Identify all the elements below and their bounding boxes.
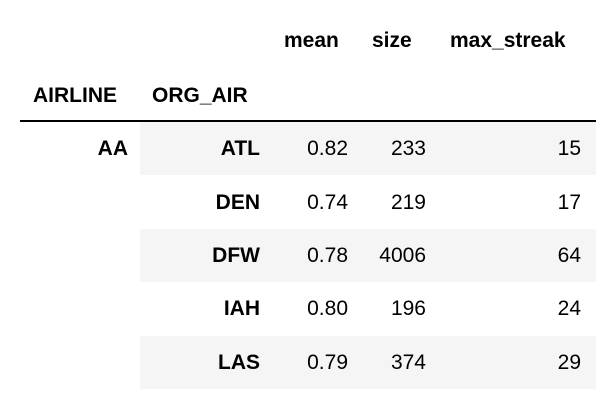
cell-max-streak: 29 (557, 351, 581, 374)
column-header-mean: mean (284, 29, 339, 52)
cell-max-streak: 15 (557, 137, 581, 160)
cell-size: 196 (390, 297, 426, 320)
cell-size: 4006 (379, 244, 426, 267)
cell-mean: 0.78 (307, 244, 348, 267)
cell-max-streak: 64 (557, 244, 581, 267)
cell-max-streak: 17 (557, 191, 581, 214)
column-header-max-streak: max_streak (450, 29, 566, 52)
table-row: DFW 0.78 4006 64 (140, 229, 596, 282)
index-name-org-air: ORG_AIR (152, 84, 248, 107)
header-divider (20, 120, 596, 122)
row-index-org-air: ATL (220, 137, 260, 160)
cell-mean: 0.74 (307, 191, 348, 214)
row-index-org-air: IAH (223, 297, 260, 320)
cell-size: 219 (390, 191, 426, 214)
cell-mean: 0.79 (307, 351, 348, 374)
row-index-org-air: LAS (218, 351, 260, 374)
cell-size: 374 (390, 351, 426, 374)
column-header-size: size (372, 29, 412, 52)
table-row: ATL 0.82 233 15 (140, 122, 596, 175)
table-row: IAH 0.80 196 24 (140, 282, 596, 335)
cell-max-streak: 24 (557, 297, 581, 320)
row-index-org-air: DFW (212, 244, 260, 267)
table-row: LAS 0.79 374 29 (140, 336, 596, 389)
table-row: DEN 0.74 219 17 (140, 176, 596, 229)
cell-size: 233 (390, 137, 426, 160)
cell-mean: 0.80 (307, 297, 348, 320)
row-index-org-air: DEN (215, 191, 260, 214)
cell-mean: 0.82 (307, 137, 348, 160)
row-index-airline: AA (97, 137, 128, 160)
index-name-airline: AIRLINE (33, 84, 117, 107)
